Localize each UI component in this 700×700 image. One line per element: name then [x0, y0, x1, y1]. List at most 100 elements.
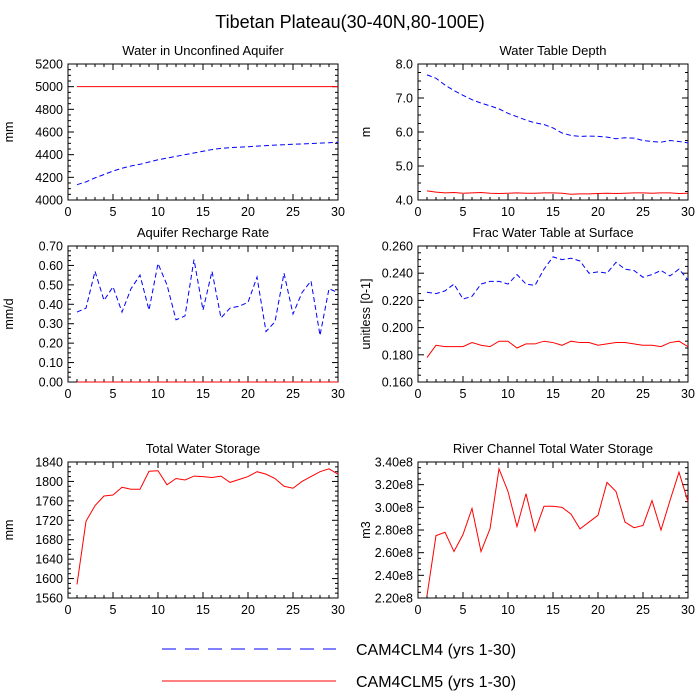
panel-title: Water Table Depth: [500, 43, 607, 58]
y-tick-label: 1720: [35, 514, 63, 528]
y-tick-label: 1680: [35, 533, 63, 547]
x-tick-label: 0: [65, 603, 72, 617]
x-tick-label: 10: [151, 205, 165, 219]
y-tick-label: 0.20: [39, 337, 63, 351]
y-tick-label: 5200: [35, 58, 63, 72]
series-line-clm4: [426, 74, 689, 144]
series-line-clm5: [426, 190, 689, 195]
x-tick-label: 5: [110, 205, 117, 219]
y-tick-label: 1840: [35, 456, 63, 470]
x-tick-label: 5: [460, 205, 467, 219]
x-tick-label: 30: [681, 387, 695, 401]
y-tick-label: 0.30: [39, 317, 63, 331]
panel-5: Total Water Storage 0 5 10 15 20 25 30 1560 1600 1…: [2, 441, 345, 617]
series-line-clm5: [426, 466, 689, 596]
plot-frame: [417, 461, 689, 599]
y-tick-label: 1640: [35, 553, 63, 567]
y-tick-label: 2.80e8: [375, 524, 413, 538]
y-tick-label: 4600: [35, 126, 63, 140]
panels: Water in Unconfined Aquifer 0 5 10 15 20 25 30 4…: [2, 43, 695, 617]
y-tick-label: 0.60: [39, 259, 63, 273]
x-tick-label: 15: [196, 603, 210, 617]
x-tick-label: 10: [501, 205, 515, 219]
y-tick-label: 0.10: [39, 356, 63, 370]
x-tick-label: 0: [415, 387, 422, 401]
plot-frame: [67, 461, 339, 599]
y-tick-label: 0.240: [382, 267, 413, 281]
y-tick-label: 4000: [35, 194, 63, 208]
series-line-clm4: [426, 256, 689, 300]
x-tick-label: 20: [591, 387, 605, 401]
x-tick-label: 30: [681, 603, 695, 617]
x-tick-label: 0: [65, 387, 72, 401]
plot-frame: [417, 63, 689, 201]
x-tick-label: 5: [110, 387, 117, 401]
y-tick-label: 0.220: [382, 294, 413, 308]
series-line-clm5: [426, 340, 689, 358]
y-tick-label: 6.0: [396, 126, 413, 140]
x-tick-label: 20: [241, 387, 255, 401]
y-tick-label: 2.60e8: [375, 546, 413, 560]
legend-label: CAM4CLM5 (yrs 1-30): [356, 674, 516, 691]
x-tick-label: 0: [415, 603, 422, 617]
panel-title: Total Water Storage: [146, 441, 260, 456]
x-tick-label: 15: [546, 205, 560, 219]
x-tick-label: 25: [286, 387, 300, 401]
y-tick-label: 5.0: [396, 160, 413, 174]
x-tick-label: 25: [636, 387, 650, 401]
y-tick-label: 0.180: [382, 348, 413, 362]
panel-6: River Channel Total Water Storage 0 5 10 15 2…: [359, 441, 695, 617]
y-tick-label: 0.40: [39, 298, 63, 312]
x-tick-label: 20: [241, 205, 255, 219]
x-tick-label: 30: [331, 387, 345, 401]
y-tick-label: 2.20e8: [375, 592, 413, 606]
x-tick-label: 5: [460, 603, 467, 617]
x-tick-label: 5: [460, 387, 467, 401]
x-tick-label: 20: [241, 603, 255, 617]
y-tick-label: 3.00e8: [375, 501, 413, 515]
y-tick-label: 0.00: [39, 376, 63, 390]
panel-3: Aquifer Recharge Rate 0 5 10 15 20 25 30 0.00 0.1…: [2, 225, 345, 401]
panel-2: Water Table Depth 0 5 10 15 20 25 30 4.0 5.0 6.0 7.…: [359, 43, 695, 219]
y-tick-label: 4200: [35, 171, 63, 185]
legend-label: CAM4CLM4 (yrs 1-30): [356, 642, 516, 659]
x-tick-label: 25: [636, 603, 650, 617]
y-axis-label: mm: [2, 520, 16, 541]
x-tick-label: 25: [286, 205, 300, 219]
x-tick-label: 30: [681, 205, 695, 219]
plot-frame: [417, 245, 689, 383]
x-tick-label: 10: [501, 603, 515, 617]
x-tick-label: 15: [196, 205, 210, 219]
y-tick-label: 1760: [35, 494, 63, 508]
x-tick-label: 30: [331, 603, 345, 617]
panel-title: Aquifer Recharge Rate: [137, 225, 269, 240]
y-tick-label: 0.50: [39, 278, 63, 292]
figure-title: Tibetan Plateau(30-40N,80-100E): [215, 12, 485, 32]
y-tick-label: 3.40e8: [375, 456, 413, 470]
y-tick-label: 7.0: [396, 92, 413, 106]
x-tick-label: 25: [286, 603, 300, 617]
x-tick-label: 0: [415, 205, 422, 219]
x-tick-label: 15: [546, 603, 560, 617]
series-line-clm4: [76, 141, 339, 186]
panel-4: Frac Water Table at Surface 0 5 10 15 20 25 30 0…: [359, 225, 695, 401]
y-axis-label: m3: [359, 521, 373, 538]
y-tick-label: 0.200: [382, 321, 413, 335]
x-tick-label: 15: [546, 387, 560, 401]
y-tick-label: 1800: [35, 475, 63, 489]
x-tick-label: 25: [636, 205, 650, 219]
legend: CAM4CLM4 (yrs 1-30) CAM4CLM5 (yrs 1-30): [162, 642, 516, 691]
y-tick-label: 0.70: [39, 240, 63, 254]
series-line-clm4: [76, 259, 339, 336]
x-tick-label: 30: [331, 205, 345, 219]
panel-1: Water in Unconfined Aquifer 0 5 10 15 20 25 30 4…: [2, 43, 345, 219]
series-line-clm5: [76, 468, 339, 585]
y-tick-label: 2.40e8: [375, 569, 413, 583]
x-tick-label: 0: [65, 205, 72, 219]
y-tick-label: 4.0: [396, 194, 413, 208]
x-tick-label: 15: [196, 387, 210, 401]
plot-frame: [67, 63, 339, 201]
x-tick-label: 5: [110, 603, 117, 617]
x-tick-label: 20: [591, 205, 605, 219]
